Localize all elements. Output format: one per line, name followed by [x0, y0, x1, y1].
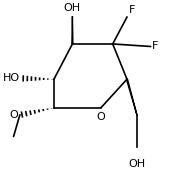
Text: HO: HO [3, 73, 20, 83]
Polygon shape [72, 16, 73, 44]
Text: F: F [129, 5, 135, 15]
Text: F: F [152, 42, 159, 51]
Polygon shape [126, 79, 137, 115]
Text: O: O [9, 110, 18, 120]
Text: OH: OH [128, 159, 146, 169]
Text: OH: OH [64, 3, 81, 13]
Text: O: O [97, 112, 105, 122]
